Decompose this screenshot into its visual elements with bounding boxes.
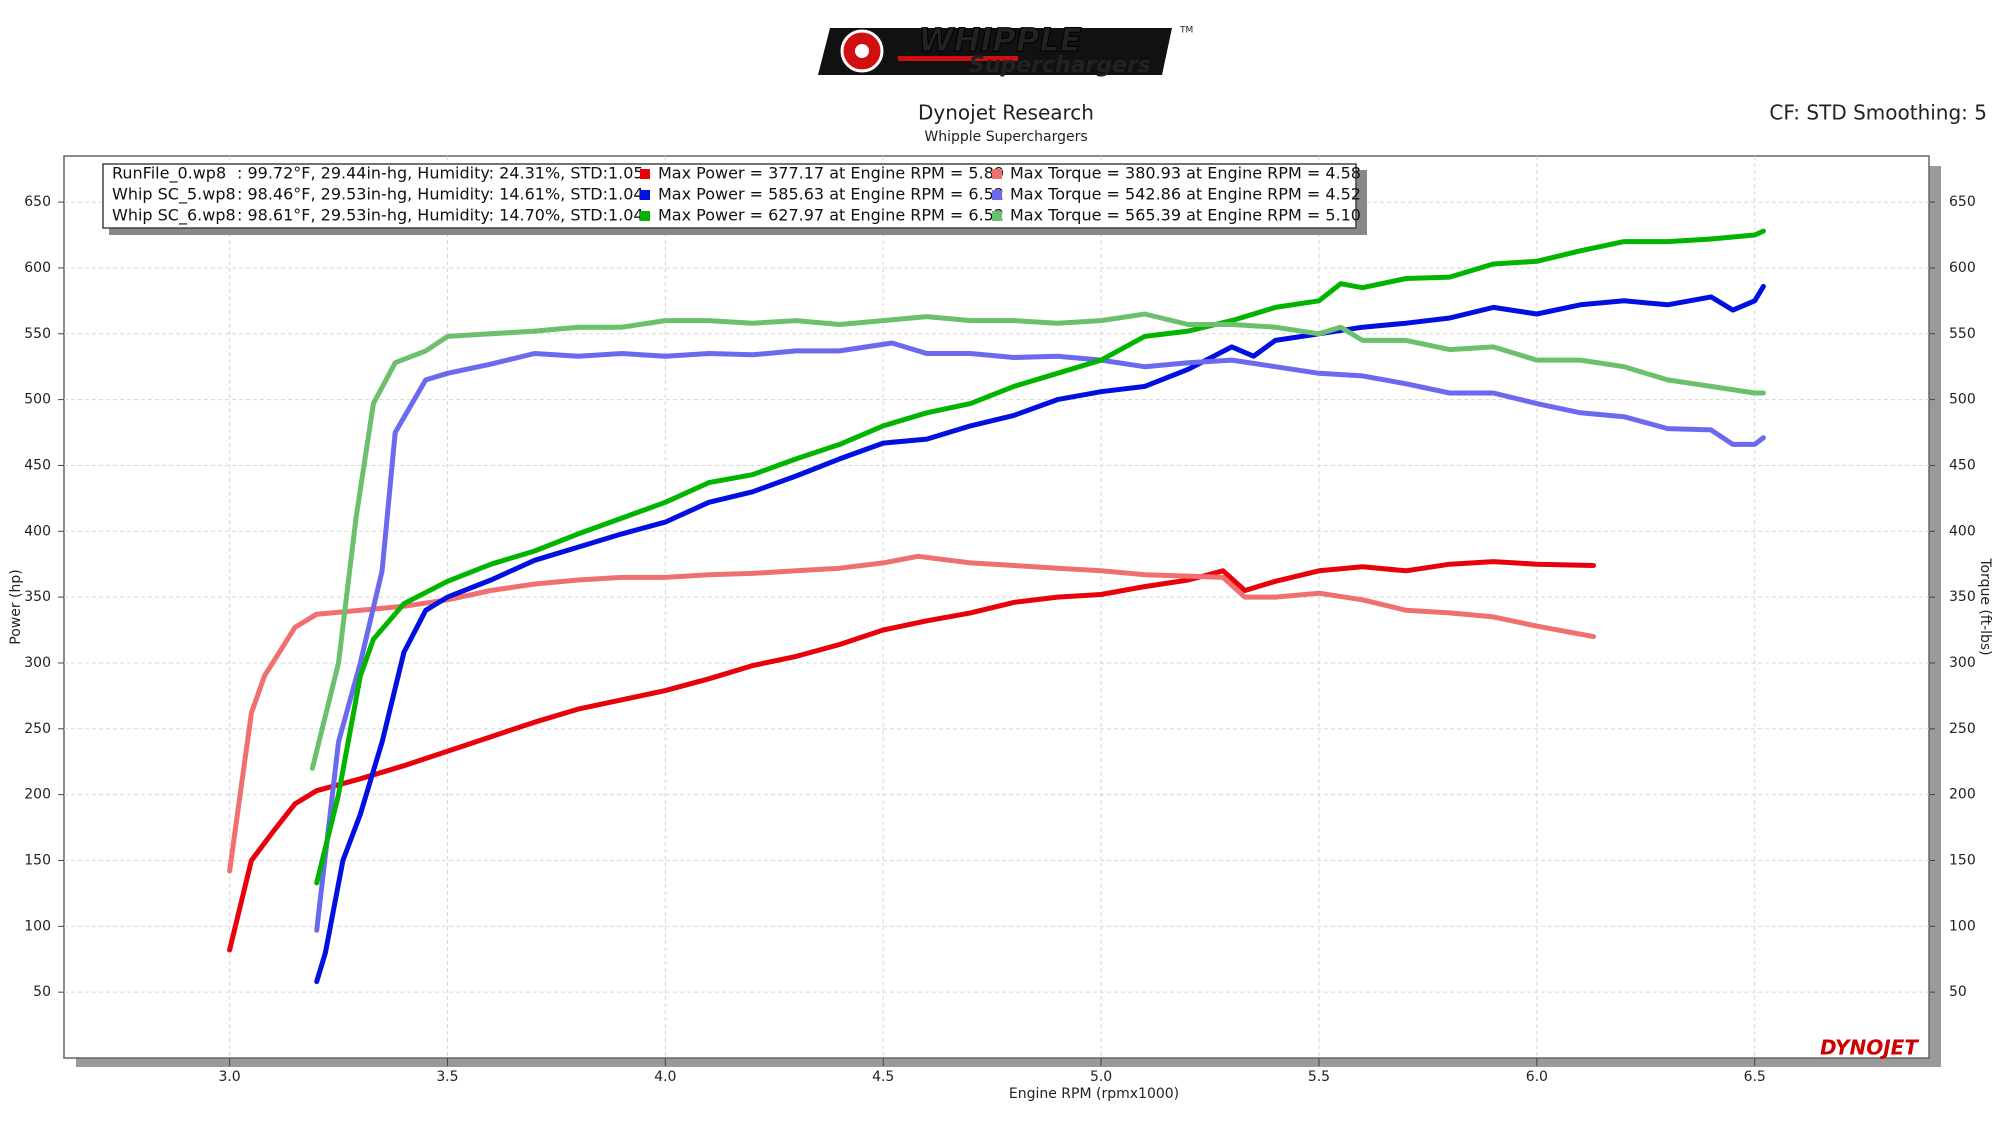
y-tick-label: 500: [24, 392, 51, 408]
y2-tick-label: 50: [1949, 984, 1967, 1000]
x-tick-label: 5.5: [1308, 1069, 1330, 1085]
y-tick-label: 300: [24, 655, 51, 671]
legend-swatch: [640, 190, 650, 200]
x-tick-label: 5.0: [1090, 1069, 1112, 1085]
logo-mark: TM: [1179, 26, 1193, 36]
x-tick-label: 3.5: [436, 1069, 458, 1085]
watermark: DYNOJET: [1820, 1036, 1919, 1060]
legend-swatch: [640, 169, 650, 179]
legend-swatch: [992, 211, 1002, 221]
chart-title: Dynojet Research: [918, 101, 1094, 125]
logo: WHIPPLE Superchargers TM: [818, 21, 1193, 78]
y-tick-label: 50: [33, 984, 51, 1000]
y2-tick-label: 600: [1949, 260, 1976, 276]
legend-entry: Max Torque = 542.86 at Engine RPM = 4.52: [1010, 185, 1361, 204]
axis-shadow: [1929, 166, 1941, 1067]
logo-tagline: Superchargers: [969, 53, 1151, 78]
logo-brand: WHIPPLE: [918, 21, 1081, 59]
legend-conditions: : 98.46°F, 29.53in-hg, Humidity: 14.61%,…: [237, 185, 644, 204]
y-tick-label: 600: [24, 260, 51, 276]
legend-conditions: : 99.72°F, 29.44in-hg, Humidity: 24.31%,…: [237, 164, 644, 183]
y2-tick-label: 100: [1949, 918, 1976, 934]
y-tick-label: 450: [24, 457, 51, 473]
axis-shadow: [76, 1058, 1941, 1067]
y-tick-label: 350: [24, 589, 51, 605]
y2-tick-label: 150: [1949, 852, 1976, 868]
legend-swatch: [640, 211, 650, 221]
series-line: [314, 283, 1766, 985]
y-tick-label: 400: [24, 523, 51, 539]
series-line: [314, 228, 1766, 886]
settings-label: CF: STD Smoothing: 5: [1769, 101, 1987, 125]
chart-subtitle: Whipple Superchargers: [924, 129, 1087, 145]
legend-entry: Max Torque = 565.39 at Engine RPM = 5.10: [1010, 206, 1361, 225]
legend-file: RunFile_0.wp8: [112, 164, 226, 184]
x-tick-label: 6.0: [1526, 1069, 1548, 1085]
legend: RunFile_0.wp8 : 99.72°F, 29.44in-hg, Humi…: [102, 163, 1367, 235]
legend-file: Whip SC_6.wp8: [112, 206, 236, 226]
lines: [227, 228, 1766, 985]
y2-tick-label: 400: [1949, 523, 1976, 539]
legend-file: Whip SC_5.wp8: [112, 185, 236, 205]
y2-tick-label: 550: [1949, 326, 1976, 342]
legend-swatch: [992, 190, 1002, 200]
y-tick-label: 150: [24, 852, 51, 868]
series-line: [309, 311, 1766, 771]
y2-tick-label: 200: [1949, 787, 1976, 803]
y2-tick-label: 450: [1949, 457, 1976, 473]
y2-tick-label: 350: [1949, 589, 1976, 605]
y2-tick-label: 650: [1949, 194, 1976, 210]
legend-conditions: : 98.61°F, 29.53in-hg, Humidity: 14.70%,…: [237, 206, 644, 225]
y-tick-label: 650: [24, 194, 51, 210]
x-tick-label: 4.0: [654, 1069, 676, 1085]
legend-entry: Max Power = 627.97 at Engine RPM = 6.52: [658, 206, 1004, 225]
legend-entry: Max Torque = 380.93 at Engine RPM = 4.58: [1010, 164, 1361, 183]
x-axis-label: Engine RPM (rpmx1000): [1009, 1086, 1179, 1102]
y-tick-label: 550: [24, 326, 51, 342]
legend-entry: Max Power = 585.63 at Engine RPM = 6.52: [658, 185, 1004, 204]
series-line: [227, 559, 1596, 953]
y2-tick-label: 500: [1949, 392, 1976, 408]
y2-axis-label: Torque (ft-lbs): [1977, 557, 1993, 655]
series-line: [314, 340, 1766, 933]
y-tick-label: 100: [24, 918, 51, 934]
legend-swatch: [992, 169, 1002, 179]
y-tick-label: 200: [24, 787, 51, 803]
x-tick-label: 3.0: [218, 1069, 240, 1085]
y-tick-label: 250: [24, 721, 51, 737]
x-tick-label: 4.5: [872, 1069, 894, 1085]
legend-entry: Max Power = 377.17 at Engine RPM = 5.89: [658, 164, 1004, 183]
y2-tick-label: 250: [1949, 721, 1976, 737]
x-tick-label: 6.5: [1744, 1069, 1766, 1085]
series-line: [227, 553, 1596, 874]
y2-tick-label: 300: [1949, 655, 1976, 671]
y-axis-label: Power (hp): [8, 569, 24, 644]
